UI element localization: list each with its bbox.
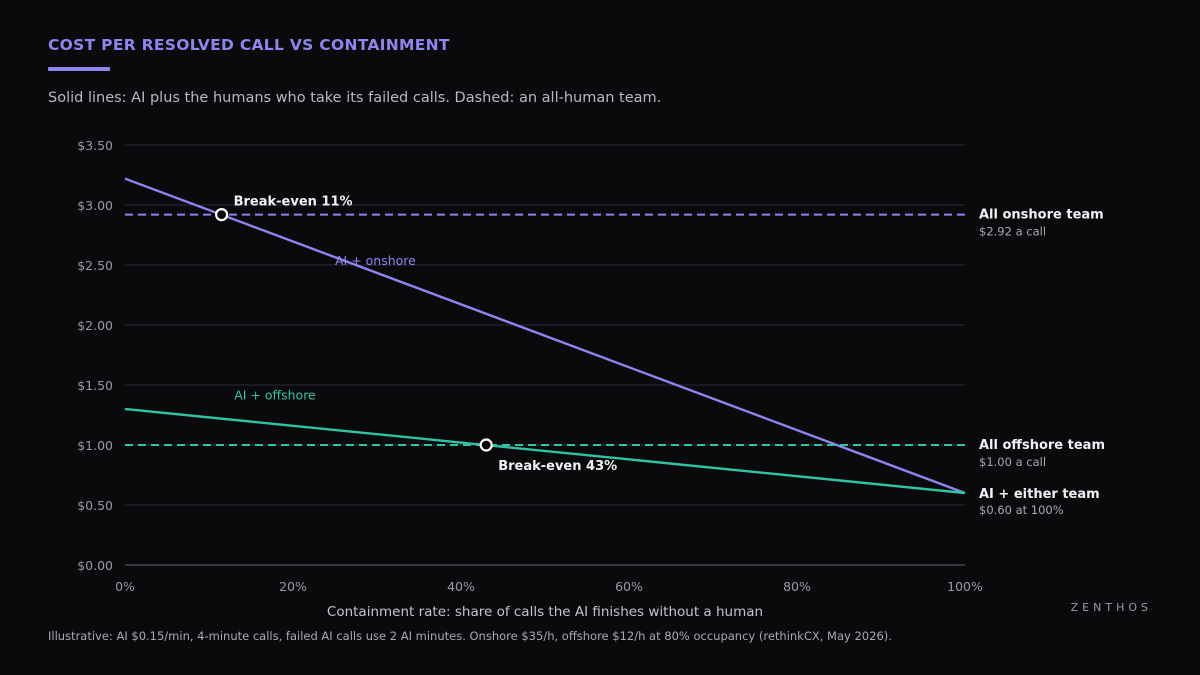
y-tick-label: $2.00 [77, 318, 113, 333]
series-line-ai-onshore [124, 177, 966, 495]
right-label-all-onshore-team: All onshore team [979, 208, 1104, 223]
y-tick-label: $0.50 [77, 498, 113, 513]
x-tick-label: 100% [947, 579, 983, 594]
y-tick-label: $3.50 [77, 138, 113, 153]
series-line-ai-offshore [124, 407, 966, 495]
break-even-marker [215, 208, 229, 222]
x-tick-label: 40% [447, 579, 475, 594]
y-tick-label: $1.50 [77, 378, 113, 393]
right-note-all-offshore-team: $1.00 a call [979, 455, 1046, 469]
x-tick-label: 0% [115, 579, 135, 594]
brand-logo: ZENTHOS [1070, 601, 1152, 614]
series-label-ai-onshore: AI + onshore [335, 253, 416, 268]
y-tick-label: $3.00 [77, 198, 113, 213]
series-label-ai-offshore: AI + offshore [234, 387, 316, 402]
endpoint-note: $0.60 at 100% [979, 503, 1064, 517]
x-tick-label: 20% [279, 579, 307, 594]
footnote: Illustrative: AI $0.15/min, 4-minute cal… [48, 629, 892, 643]
y-tick-label: $1.00 [77, 438, 113, 453]
endpoint-label: AI + either team [979, 487, 1100, 502]
y-tick-label: $0.00 [77, 558, 113, 573]
break-even-label: Break-even 11% [234, 195, 353, 210]
break-even-marker [479, 438, 493, 452]
x-axis-label: Containment rate: share of calls the AI … [327, 604, 763, 620]
y-tick-label: $2.50 [77, 258, 113, 273]
right-label-all-offshore-team: All offshore team [979, 438, 1105, 453]
chart-title: COST PER RESOLVED CALL VS CONTAINMENT [48, 36, 450, 54]
title-underline [48, 67, 110, 71]
x-tick-label: 80% [783, 579, 811, 594]
break-even-label: Break-even 43% [498, 459, 617, 474]
right-note-all-onshore-team: $2.92 a call [979, 225, 1046, 239]
x-tick-label: 60% [615, 579, 643, 594]
chart-subtitle: Solid lines: AI plus the humans who take… [48, 90, 662, 106]
